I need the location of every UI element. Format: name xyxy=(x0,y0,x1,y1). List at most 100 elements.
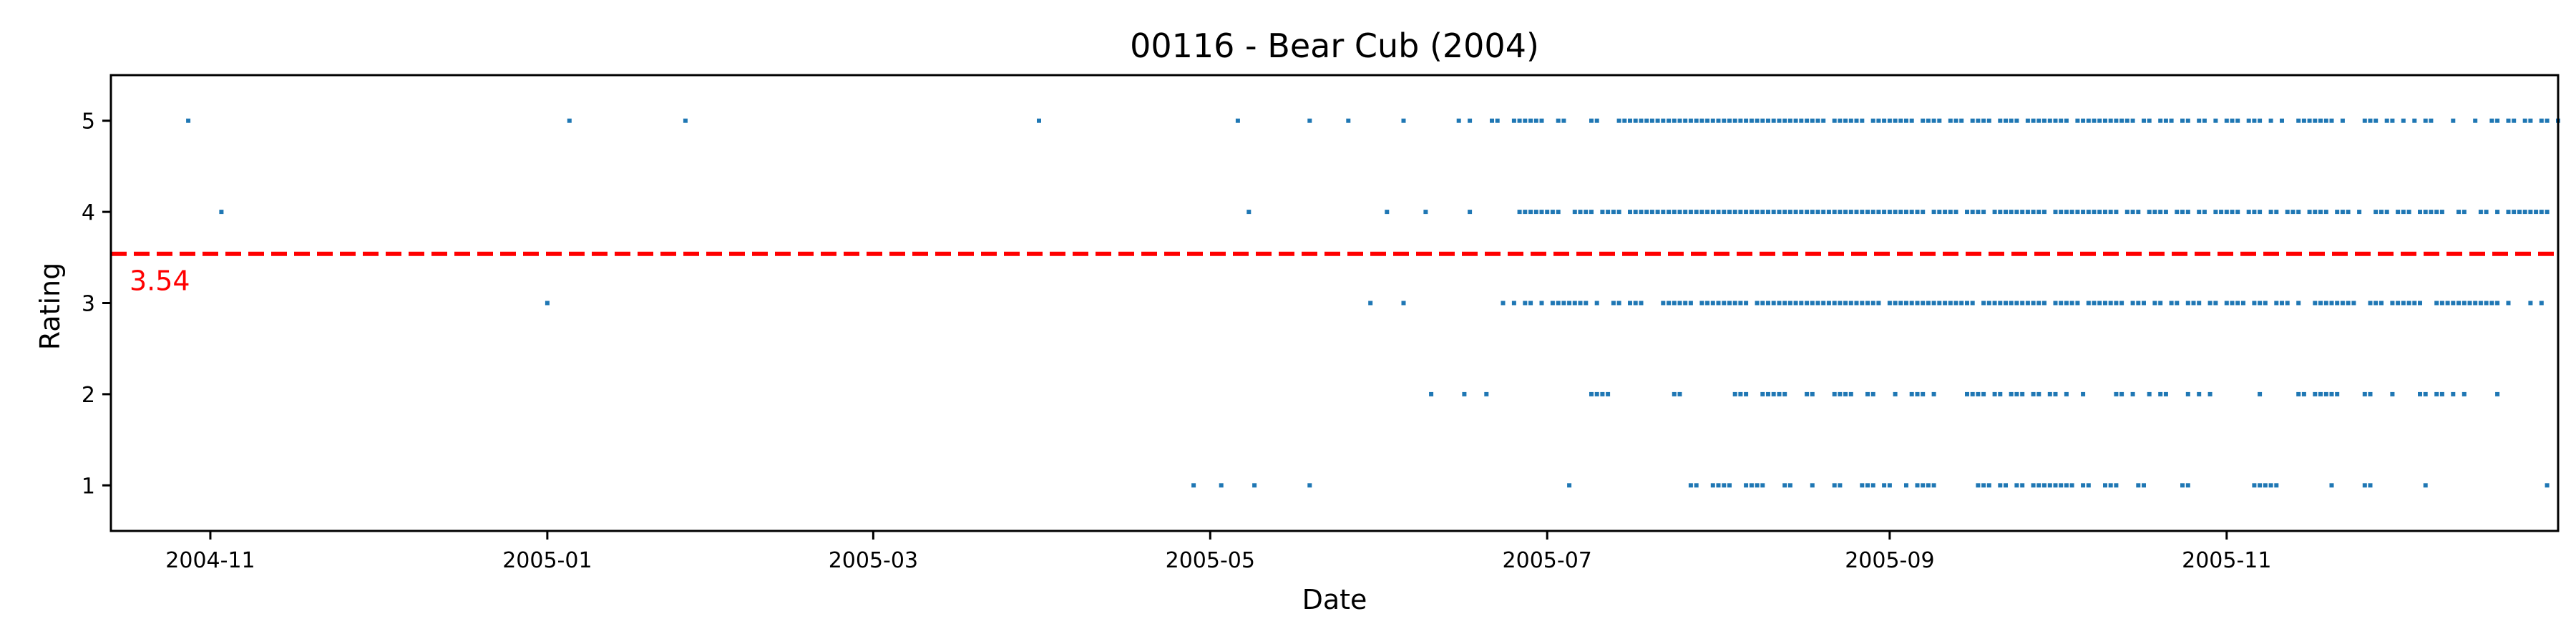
rating-point xyxy=(1699,210,1704,215)
rating-point xyxy=(1904,301,1908,306)
rating-point xyxy=(2147,210,2152,215)
rating-point xyxy=(2379,301,2384,306)
rating-point xyxy=(1727,301,1732,306)
rating-point xyxy=(2175,301,2180,306)
rating-point xyxy=(2142,483,2146,488)
rating-point xyxy=(2075,301,2080,306)
rating-point xyxy=(2335,210,2340,215)
rating-point xyxy=(1898,210,1903,215)
x-axis-label: Date xyxy=(1302,584,1367,615)
rating-point xyxy=(2323,391,2328,396)
rating-point xyxy=(2020,301,2025,306)
rating-point xyxy=(2197,391,2202,396)
rating-point xyxy=(1545,210,1550,215)
rating-point xyxy=(2185,483,2190,488)
rating-point xyxy=(1716,210,1721,215)
y-tick-label: 4 xyxy=(82,200,95,225)
rating-point xyxy=(2014,118,2019,123)
rating-point xyxy=(1766,210,1770,215)
rating-point xyxy=(2351,301,2356,306)
rating-point xyxy=(2406,301,2411,306)
rating-point xyxy=(1722,301,1727,306)
rating-point xyxy=(1191,483,1196,488)
rating-point xyxy=(2512,118,2517,123)
rating-point xyxy=(1771,301,1776,306)
rating-point xyxy=(2439,391,2444,396)
rating-point xyxy=(2418,391,2422,396)
rating-point xyxy=(1616,210,1621,215)
rating-point xyxy=(2274,210,2279,215)
rating-point xyxy=(1511,118,1516,123)
rating-point xyxy=(2114,391,2119,396)
rating-point xyxy=(1876,118,1881,123)
y-axis-label: Rating xyxy=(34,263,66,351)
rating-point xyxy=(1589,391,1594,396)
rating-point xyxy=(1517,118,1522,123)
rating-point xyxy=(2313,301,2318,306)
rating-point xyxy=(2489,118,2494,123)
rating-point xyxy=(2296,210,2301,215)
rating-point xyxy=(2263,483,2268,488)
rating-point xyxy=(2202,210,2207,215)
rating-point xyxy=(2401,210,2406,215)
rating-point xyxy=(1887,483,1892,488)
rating-point xyxy=(1943,301,1948,306)
rating-point xyxy=(1953,118,1958,123)
rating-point xyxy=(2124,118,2129,123)
rating-point xyxy=(2335,301,2340,306)
rating-point xyxy=(1594,118,1599,123)
rating-point xyxy=(2439,210,2444,215)
rating-point xyxy=(1887,118,1892,123)
rating-point xyxy=(1606,210,1611,215)
rating-point xyxy=(1893,210,1898,215)
rating-point xyxy=(2163,118,2168,123)
rating-point xyxy=(1037,118,1041,123)
rating-point xyxy=(2031,118,2036,123)
rating-point xyxy=(1865,301,1870,306)
rating-point xyxy=(2429,210,2434,215)
rating-point xyxy=(2064,391,2069,396)
rating-point xyxy=(567,118,572,123)
rating-point xyxy=(2323,210,2328,215)
rating-point xyxy=(2124,210,2129,215)
rating-point xyxy=(2169,301,2174,306)
rating-point xyxy=(1589,210,1594,215)
rating-point xyxy=(1805,210,1810,215)
rating-point xyxy=(1490,118,1494,123)
rating-point xyxy=(2323,301,2328,306)
rating-point xyxy=(1594,301,1599,306)
rating-point xyxy=(1528,210,1533,215)
rating-point xyxy=(2014,301,2019,306)
rating-point xyxy=(1644,118,1649,123)
rating-point xyxy=(2053,301,2058,306)
rating-point xyxy=(1672,391,1677,396)
rating-point xyxy=(1639,210,1644,215)
x-tick-label: 2004-11 xyxy=(165,548,255,573)
rating-point xyxy=(2004,118,2008,123)
rating-point xyxy=(1705,301,1710,306)
rating-point xyxy=(1710,483,1715,488)
rating-point xyxy=(2169,118,2174,123)
rating-point xyxy=(1882,210,1887,215)
rating-point xyxy=(2545,210,2550,215)
rating-point xyxy=(2512,210,2517,215)
rating-point xyxy=(1810,210,1815,215)
rating-point xyxy=(1710,301,1715,306)
rating-point xyxy=(2130,210,2135,215)
rating-point xyxy=(1727,118,1732,123)
rating-point xyxy=(2340,301,2345,306)
rating-point xyxy=(2036,483,2041,488)
rating-point xyxy=(2423,210,2428,215)
rating-point xyxy=(2197,118,2202,123)
rating-point xyxy=(1550,301,1555,306)
rating-point xyxy=(1921,210,1926,215)
rating-point xyxy=(2230,301,2235,306)
rating-point xyxy=(1528,301,1533,306)
rating-point xyxy=(2108,301,2113,306)
y-tick-label: 2 xyxy=(82,383,95,408)
rating-point xyxy=(2451,118,2456,123)
rating-point xyxy=(2064,483,2069,488)
rating-point xyxy=(2235,301,2240,306)
rating-point xyxy=(1981,483,1986,488)
rating-point xyxy=(1611,210,1616,215)
